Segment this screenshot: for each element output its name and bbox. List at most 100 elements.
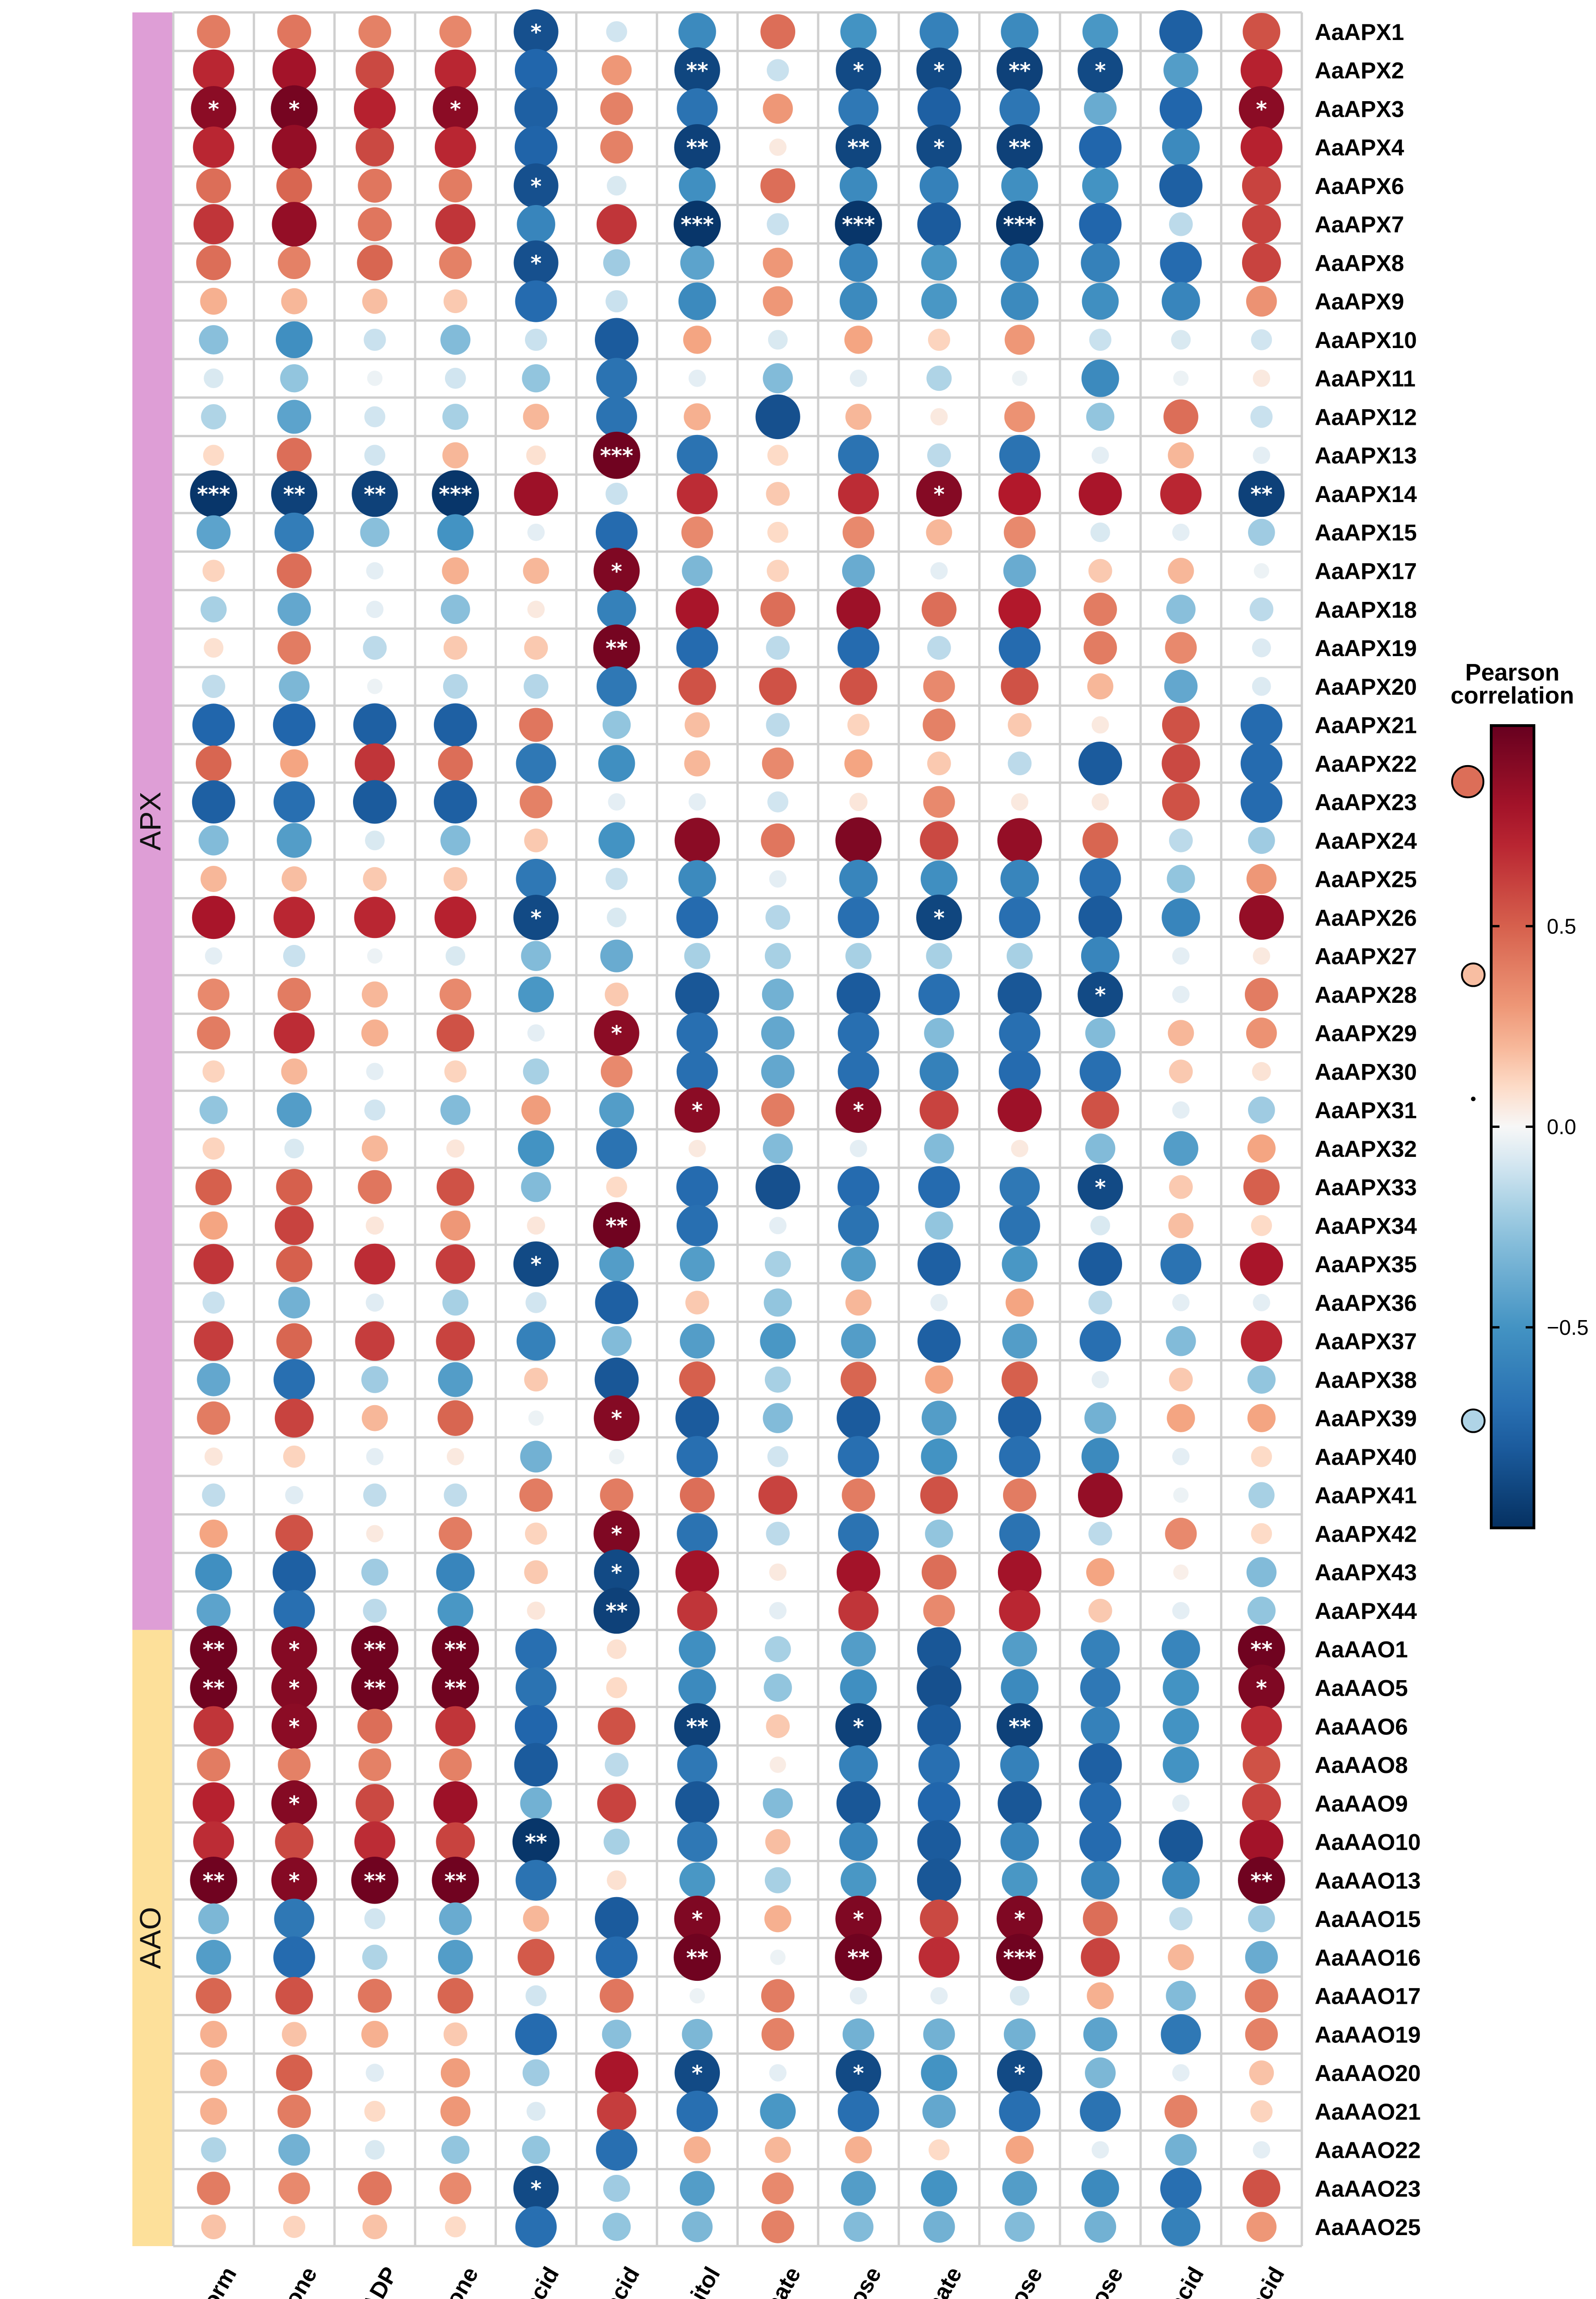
bubble <box>445 946 466 966</box>
bubble <box>769 138 787 156</box>
significance-mark: * <box>692 1907 703 1932</box>
bubble <box>767 59 789 81</box>
significance-mark: * <box>611 559 622 584</box>
bubble <box>607 1870 627 1890</box>
bubble <box>767 1446 788 1467</box>
bubble <box>355 1784 394 1823</box>
bubble <box>513 9 559 54</box>
bubble <box>764 2137 791 2163</box>
bubble <box>202 1291 225 1314</box>
bubble <box>438 1939 473 1975</box>
bubble <box>439 1517 473 1550</box>
bubble <box>355 128 394 166</box>
bubble <box>1240 704 1282 746</box>
bubble <box>842 2018 875 2050</box>
significance-mark: * <box>934 135 945 160</box>
bubble <box>364 1099 386 1121</box>
bubble <box>677 1744 718 1785</box>
bubble <box>274 1206 314 1245</box>
significance-mark: *** <box>1003 212 1036 237</box>
bubble <box>362 2214 388 2240</box>
bubble <box>440 2058 470 2087</box>
bubble <box>598 1707 636 1745</box>
bubble <box>1081 359 1119 397</box>
column-labels: Glutathione reduced formOxiglutatione NAD… <box>79 2263 1289 2299</box>
bubble <box>1001 1669 1039 1707</box>
bubble <box>351 1857 399 1904</box>
bubble <box>602 2019 632 2049</box>
bubble <box>190 1857 237 1904</box>
significance-mark: ** <box>1250 1868 1272 1893</box>
bubble <box>838 1012 879 1054</box>
bubble <box>838 1590 879 1631</box>
bubble <box>515 280 557 322</box>
bubble <box>839 859 878 898</box>
bubble <box>677 435 718 476</box>
row-label: AaAPX21 <box>1315 713 1417 738</box>
bubble <box>200 2021 227 2048</box>
bubble <box>435 1244 475 1284</box>
bubble <box>1253 1294 1271 1311</box>
group-band-apx <box>132 12 173 1630</box>
bubble <box>923 1595 955 1627</box>
bubble <box>761 2018 794 2051</box>
row-labels: AaAPX1 AaAPX2 AaAPX3 AaAPX4 AaAPX6 AaAPX7 AaAP… <box>1315 19 1421 2240</box>
bubble <box>766 1521 790 1546</box>
significance-mark: ** <box>1009 135 1031 160</box>
bubble <box>1161 2207 1201 2247</box>
bubble <box>683 326 712 354</box>
row-label: AaAAO22 <box>1315 2138 1421 2163</box>
bubble <box>917 1665 962 1710</box>
bubble <box>770 1756 787 1773</box>
bubble <box>276 2054 313 2091</box>
bubble <box>271 1703 317 1749</box>
bubble <box>520 1787 552 1819</box>
row-label: AaAPX28 <box>1315 982 1417 1008</box>
bubble <box>1253 446 1271 464</box>
bubble <box>1245 2018 1278 2051</box>
bubble <box>445 367 466 389</box>
bubble <box>526 2102 546 2121</box>
bubble <box>197 1363 230 1396</box>
bubble <box>762 747 794 779</box>
row-label: AaAPX12 <box>1315 404 1417 430</box>
row-label: AaAPX35 <box>1315 1252 1417 1277</box>
bubble <box>595 1281 638 1324</box>
bubble <box>763 286 793 316</box>
bubble <box>523 1905 549 1932</box>
bubble <box>202 560 225 582</box>
bubble <box>433 86 479 132</box>
significance-mark: * <box>289 1676 300 1701</box>
bubble <box>364 328 386 351</box>
bubble <box>1248 519 1275 546</box>
bubble <box>1091 716 1109 734</box>
bubble <box>676 2090 718 2132</box>
bubble <box>273 703 316 746</box>
row-label: AaAPX25 <box>1315 867 1417 892</box>
bubble <box>1159 87 1203 130</box>
bubble <box>755 1165 800 1210</box>
bubble <box>597 589 636 629</box>
bubble <box>1008 713 1032 737</box>
bubble <box>283 944 306 967</box>
bubble <box>274 1398 314 1438</box>
bubble <box>682 2211 713 2242</box>
bubble <box>1167 1404 1195 1432</box>
bubble <box>838 1435 879 1477</box>
bubble <box>1081 1706 1120 1746</box>
bubble <box>1246 286 1277 317</box>
significance-mark: ** <box>605 636 627 661</box>
bubble <box>1248 827 1275 854</box>
bubble <box>1000 243 1039 282</box>
bubble <box>521 1095 551 1125</box>
bubble <box>761 1093 795 1127</box>
significance-mark: * <box>530 1252 542 1277</box>
bubble <box>1247 1404 1276 1432</box>
bubble <box>916 894 962 941</box>
row-label: AaAPX24 <box>1315 828 1417 854</box>
bubble <box>609 1449 625 1464</box>
bubble <box>196 515 231 549</box>
bubble <box>921 2054 958 2091</box>
bubble <box>916 124 962 170</box>
bubble <box>917 1858 961 1903</box>
